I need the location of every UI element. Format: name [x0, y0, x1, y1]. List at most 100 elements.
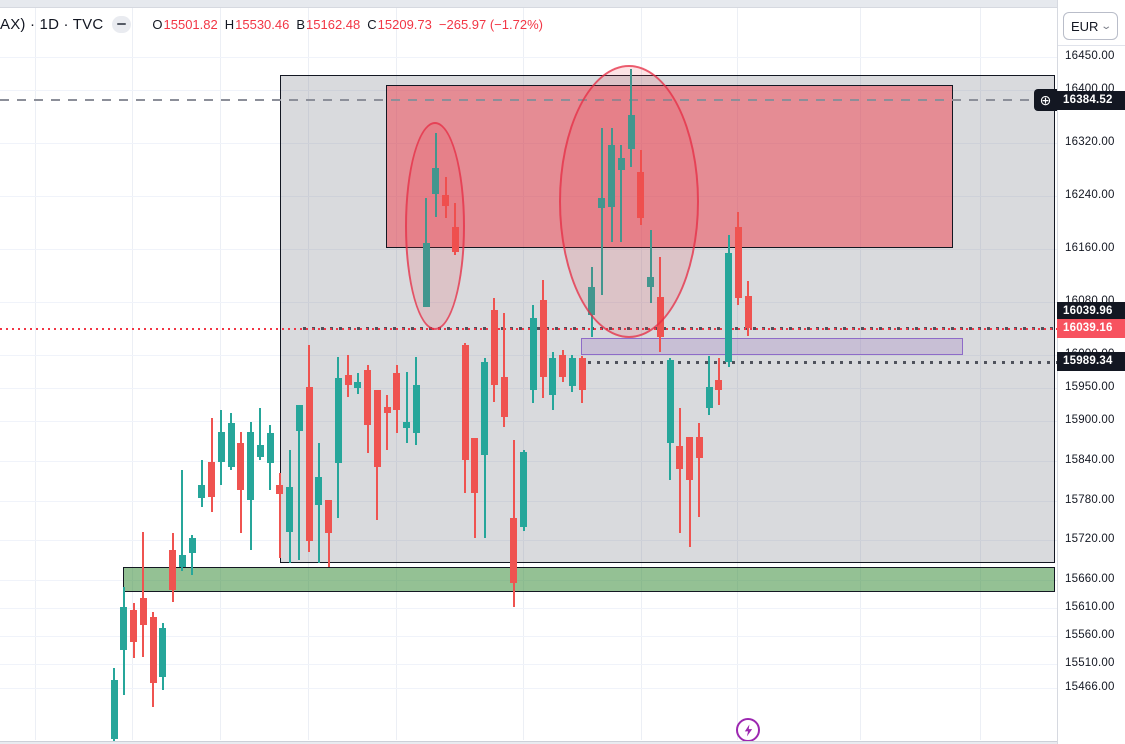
candle-body[interactable] — [471, 438, 479, 493]
candle-body[interactable] — [481, 362, 489, 455]
highlight-ellipse-2[interactable] — [559, 65, 699, 338]
candle-body[interactable] — [549, 358, 557, 395]
candle-body[interactable] — [686, 437, 693, 480]
symbol-title[interactable]: AX) · 1D · TVC — [0, 15, 104, 33]
candle-body[interactable] — [461, 345, 469, 460]
price-tick-label: 15720.00 — [1065, 533, 1115, 545]
candle-body[interactable] — [286, 487, 294, 532]
change-readout: −265.97 (−1.72%) — [438, 16, 543, 32]
candle-body[interactable] — [510, 518, 518, 583]
legend-collapse-button[interactable] — [112, 15, 132, 33]
candle-body[interactable] — [715, 380, 723, 390]
candle-body[interactable] — [188, 538, 196, 553]
candle-body[interactable] — [539, 300, 547, 377]
candle-body[interactable] — [198, 485, 206, 498]
candle-body[interactable] — [139, 598, 147, 625]
minus-icon — [117, 22, 127, 26]
candle-body[interactable] — [325, 500, 333, 533]
candle-body[interactable] — [695, 437, 703, 458]
horizontal-gridline — [0, 688, 1057, 689]
candle-wick[interactable] — [503, 313, 506, 427]
candle-body[interactable] — [315, 477, 323, 505]
price-chart-pane[interactable] — [0, 0, 1057, 742]
horizontal-gridline — [0, 90, 1057, 91]
candle-body[interactable] — [520, 452, 528, 527]
candle-wick[interactable] — [142, 532, 145, 657]
candle-body[interactable] — [373, 390, 381, 467]
candle-body[interactable] — [666, 360, 674, 443]
candle-body[interactable] — [744, 296, 752, 328]
candle-body[interactable] — [266, 433, 274, 463]
candle-body[interactable] — [568, 358, 576, 386]
chevron-down-icon: ⌄ — [1099, 20, 1112, 32]
candle-body[interactable] — [490, 310, 498, 385]
candle-wick[interactable] — [191, 535, 193, 575]
vertical-gridline — [132, 8, 133, 740]
current-price-line-label[interactable]: 16039.16 — [1057, 319, 1125, 338]
candle-wick[interactable] — [278, 473, 281, 558]
candle-body[interactable] — [393, 373, 401, 410]
price-tick-label: 16450.00 — [1065, 50, 1115, 62]
candle-body[interactable] — [237, 443, 245, 490]
candle-body[interactable] — [149, 617, 157, 683]
candle-body[interactable] — [529, 318, 537, 390]
horizontal-gridline — [0, 355, 1057, 356]
candle-body[interactable] — [344, 375, 352, 385]
dotted-level-high-label[interactable]: 16039.96 — [1057, 302, 1125, 321]
currency-dropdown[interactable]: EUR ⌄ — [1063, 12, 1118, 40]
candle-body[interactable] — [247, 432, 255, 500]
candle-body[interactable] — [130, 610, 137, 642]
candle-body[interactable] — [725, 253, 732, 362]
candle-body[interactable] — [334, 378, 342, 463]
candle-body[interactable] — [276, 485, 284, 494]
candle-body[interactable] — [734, 227, 742, 298]
candle-wick[interactable] — [327, 500, 330, 567]
add-alert-plus-icon[interactable]: ⊕ — [1034, 89, 1057, 111]
candle-body[interactable] — [500, 377, 508, 417]
candle-body[interactable] — [256, 445, 264, 457]
candle-body[interactable] — [412, 385, 420, 433]
dashed-level-label[interactable]: 16384.52 — [1057, 91, 1125, 110]
candle-body[interactable] — [120, 607, 128, 650]
demand-green-zone[interactable] — [123, 567, 1055, 592]
candle-wick[interactable] — [259, 408, 262, 460]
candle-wick[interactable] — [688, 437, 691, 547]
candle-body[interactable] — [354, 382, 362, 388]
candle-body[interactable] — [383, 407, 391, 413]
candle-body[interactable] — [305, 387, 313, 541]
price-tick-label: 15780.00 — [1065, 494, 1115, 506]
candle-body[interactable] — [169, 550, 176, 590]
lightning-badge[interactable] — [736, 718, 760, 742]
candle-body[interactable] — [403, 422, 411, 428]
horizontal-gridline — [0, 461, 1057, 462]
current-price-line[interactable] — [0, 328, 1057, 330]
dashed-level[interactable] — [0, 99, 1034, 101]
candle-body[interactable] — [578, 358, 586, 390]
candle-wick[interactable] — [200, 460, 203, 507]
candle-wick[interactable] — [298, 405, 301, 560]
candle-body[interactable] — [110, 680, 118, 739]
candle-wick[interactable] — [698, 423, 701, 517]
dotted-level-low[interactable] — [588, 361, 1057, 364]
candle-body[interactable] — [159, 628, 167, 677]
candle-body[interactable] — [676, 446, 684, 469]
candle-wick[interactable] — [708, 356, 710, 415]
candle-body[interactable] — [559, 355, 567, 377]
candle-body[interactable] — [705, 387, 713, 408]
chart-legend: AX) · 1D · TVC O 15501.82 H 15530.46 B 15162.… — [0, 13, 543, 35]
candle-wick[interactable] — [386, 395, 389, 450]
price-axis[interactable]: EUR ⌄ 16450.00 16400.00 16320.00 16240.00 16… — [1057, 0, 1125, 744]
dotted-level-low-label[interactable]: 15989.34 — [1057, 352, 1125, 371]
candle-wick[interactable] — [181, 470, 184, 571]
candle-body[interactable] — [178, 555, 186, 567]
candle-body[interactable] — [227, 423, 235, 467]
purple-zone[interactable] — [581, 338, 963, 355]
candle-wick[interactable] — [405, 372, 408, 443]
candle-body[interactable] — [364, 370, 372, 425]
candle-body[interactable] — [295, 405, 303, 431]
candle-body[interactable] — [208, 462, 215, 497]
horizontal-gridline — [0, 143, 1057, 144]
highlight-ellipse-1[interactable] — [405, 122, 465, 330]
candle-body[interactable] — [217, 432, 225, 462]
candle-wick[interactable] — [678, 408, 681, 533]
